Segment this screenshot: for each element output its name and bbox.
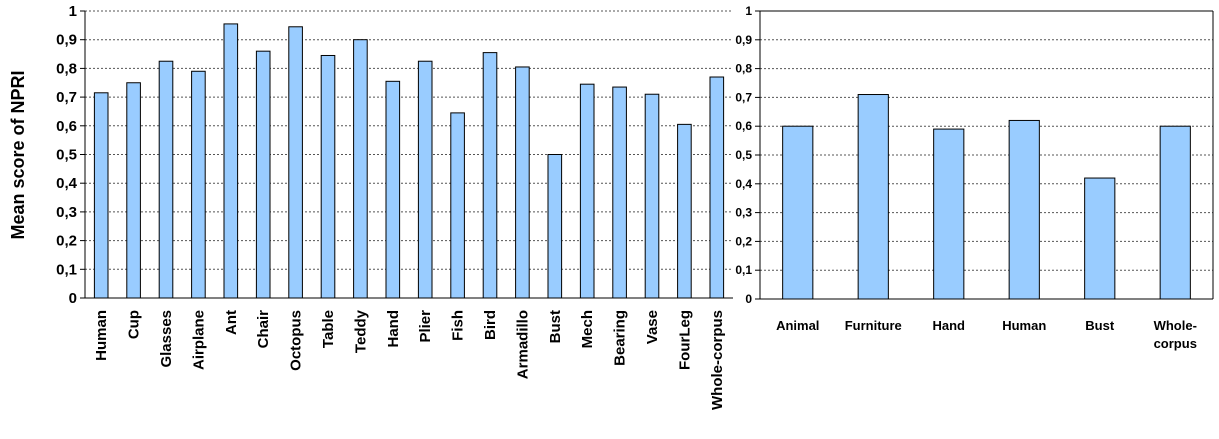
left-chart-bar (547, 154, 563, 299)
right-chart-y-tick-label: 0,3 (735, 206, 752, 220)
left-chart-x-tick-label: Table (320, 310, 337, 348)
right-chart-y-tick-label: 0,2 (735, 234, 752, 248)
left-chart-x-tick-label: Bust (547, 310, 564, 343)
left-chart-x-tick-label: Ant (223, 310, 240, 335)
left-chart-bar (320, 54, 336, 299)
right-chart-bar (1084, 177, 1116, 300)
left-chart-bar (158, 60, 174, 299)
left-chart-x-tick-label: Airplane (190, 310, 207, 370)
right-chart-x-tick-label: Human (1002, 318, 1046, 333)
left-chart-y-tick-label: 0,5 (56, 147, 77, 164)
right-chart-y-tick-label: 0,8 (735, 62, 752, 76)
right-chart-y-tick-label: 0,9 (735, 33, 752, 47)
left-chart-x-tick-label: Vase (644, 310, 661, 344)
left-chart-y-tick-label: 0,7 (56, 89, 77, 106)
left-chart-bar (126, 82, 141, 299)
right-chart-bar (1159, 125, 1191, 300)
left-chart-bar (482, 52, 498, 299)
left-chart-x-tick-label: Armadillo (514, 310, 531, 379)
left-chart-x-tick-label: Human (93, 310, 110, 361)
left-chart-y-tick-label: 1 (69, 3, 77, 20)
left-chart-x-tick-label: Fish (450, 310, 467, 341)
right-chart-bar (933, 128, 965, 300)
right-chart-y-tick-label: 0 (745, 292, 752, 306)
left-chart-bar (93, 92, 109, 299)
right-chart-y-tick-label: 1 (745, 4, 752, 18)
left-chart-y-tick-label: 0,1 (56, 261, 77, 278)
left-chart-bar (515, 66, 530, 299)
left-chart-y-tick-label: 0,2 (56, 233, 77, 250)
left-chart-x-tick-label: Plier (417, 310, 434, 343)
left-chart-x-tick-label: Hand (385, 310, 402, 348)
left-chart-bar (644, 93, 660, 299)
left-chart-x-tick-label: Chair (255, 310, 272, 349)
right-chart-bar (1008, 119, 1040, 300)
right-chart-bar (857, 94, 889, 300)
right-chart-x-tick-label: Animal (776, 318, 819, 333)
right-chart-x-tick-label: Whole- (1154, 318, 1197, 333)
right-chart-x-tick-label: corpus (1154, 336, 1197, 351)
left-chart-bar (255, 50, 271, 299)
left-chart-x-tick-label: Whole-corpus (709, 310, 726, 410)
left-chart-bar (191, 70, 206, 299)
left-chart-bar (288, 26, 303, 299)
left-chart-bar (579, 83, 595, 299)
left-chart-bar (223, 23, 239, 299)
left-chart-x-tick-label: Octopus (288, 310, 305, 371)
left-chart-bar (612, 86, 627, 299)
left-chart-x-tick-label: Cup (126, 310, 143, 339)
right-chart-y-tick-label: 0,1 (735, 263, 752, 277)
left-chart-x-tick-label: Bearing (612, 310, 629, 366)
left-chart-x-tick-label: Teddy (352, 309, 369, 353)
left-chart-y-tick-label: 0,8 (56, 60, 77, 77)
left-chart-bar (709, 76, 725, 299)
left-chart-bar (353, 39, 368, 299)
right-chart-y-tick-label: 0,5 (735, 148, 752, 162)
left-chart-bar (385, 80, 401, 299)
left-chart-x-tick-label: Mech (579, 310, 596, 348)
left-chart-y-tick-label: 0,3 (56, 204, 77, 221)
left-chart-bar (677, 123, 692, 299)
right-chart-x-tick-label: Furniture (845, 318, 902, 333)
right-chart-y-tick-label: 0,4 (735, 177, 752, 191)
left-chart-bar (417, 60, 433, 299)
right-chart-y-tick-label: 0,7 (735, 90, 752, 104)
left-chart-y-tick-label: 0 (69, 290, 77, 307)
left-chart-x-tick-label: Bird (482, 310, 499, 340)
right-chart-bar (782, 125, 814, 300)
left-y-axis-label: Mean score of NPRI (8, 70, 28, 239)
left-chart-y-tick-label: 0,6 (56, 118, 77, 135)
left-chart-x-tick-label: FourLeg (676, 310, 693, 370)
left-chart-x-tick-label: Glasses (158, 310, 175, 368)
left-chart-y-tick-label: 0,4 (56, 175, 78, 192)
left-chart-bar (450, 112, 465, 299)
right-chart-y-tick-label: 0,6 (735, 119, 752, 133)
right-chart-x-tick-label: Bust (1085, 318, 1115, 333)
right-chart-x-tick-label: Hand (933, 318, 966, 333)
left-chart-y-tick-label: 0,9 (56, 32, 77, 49)
